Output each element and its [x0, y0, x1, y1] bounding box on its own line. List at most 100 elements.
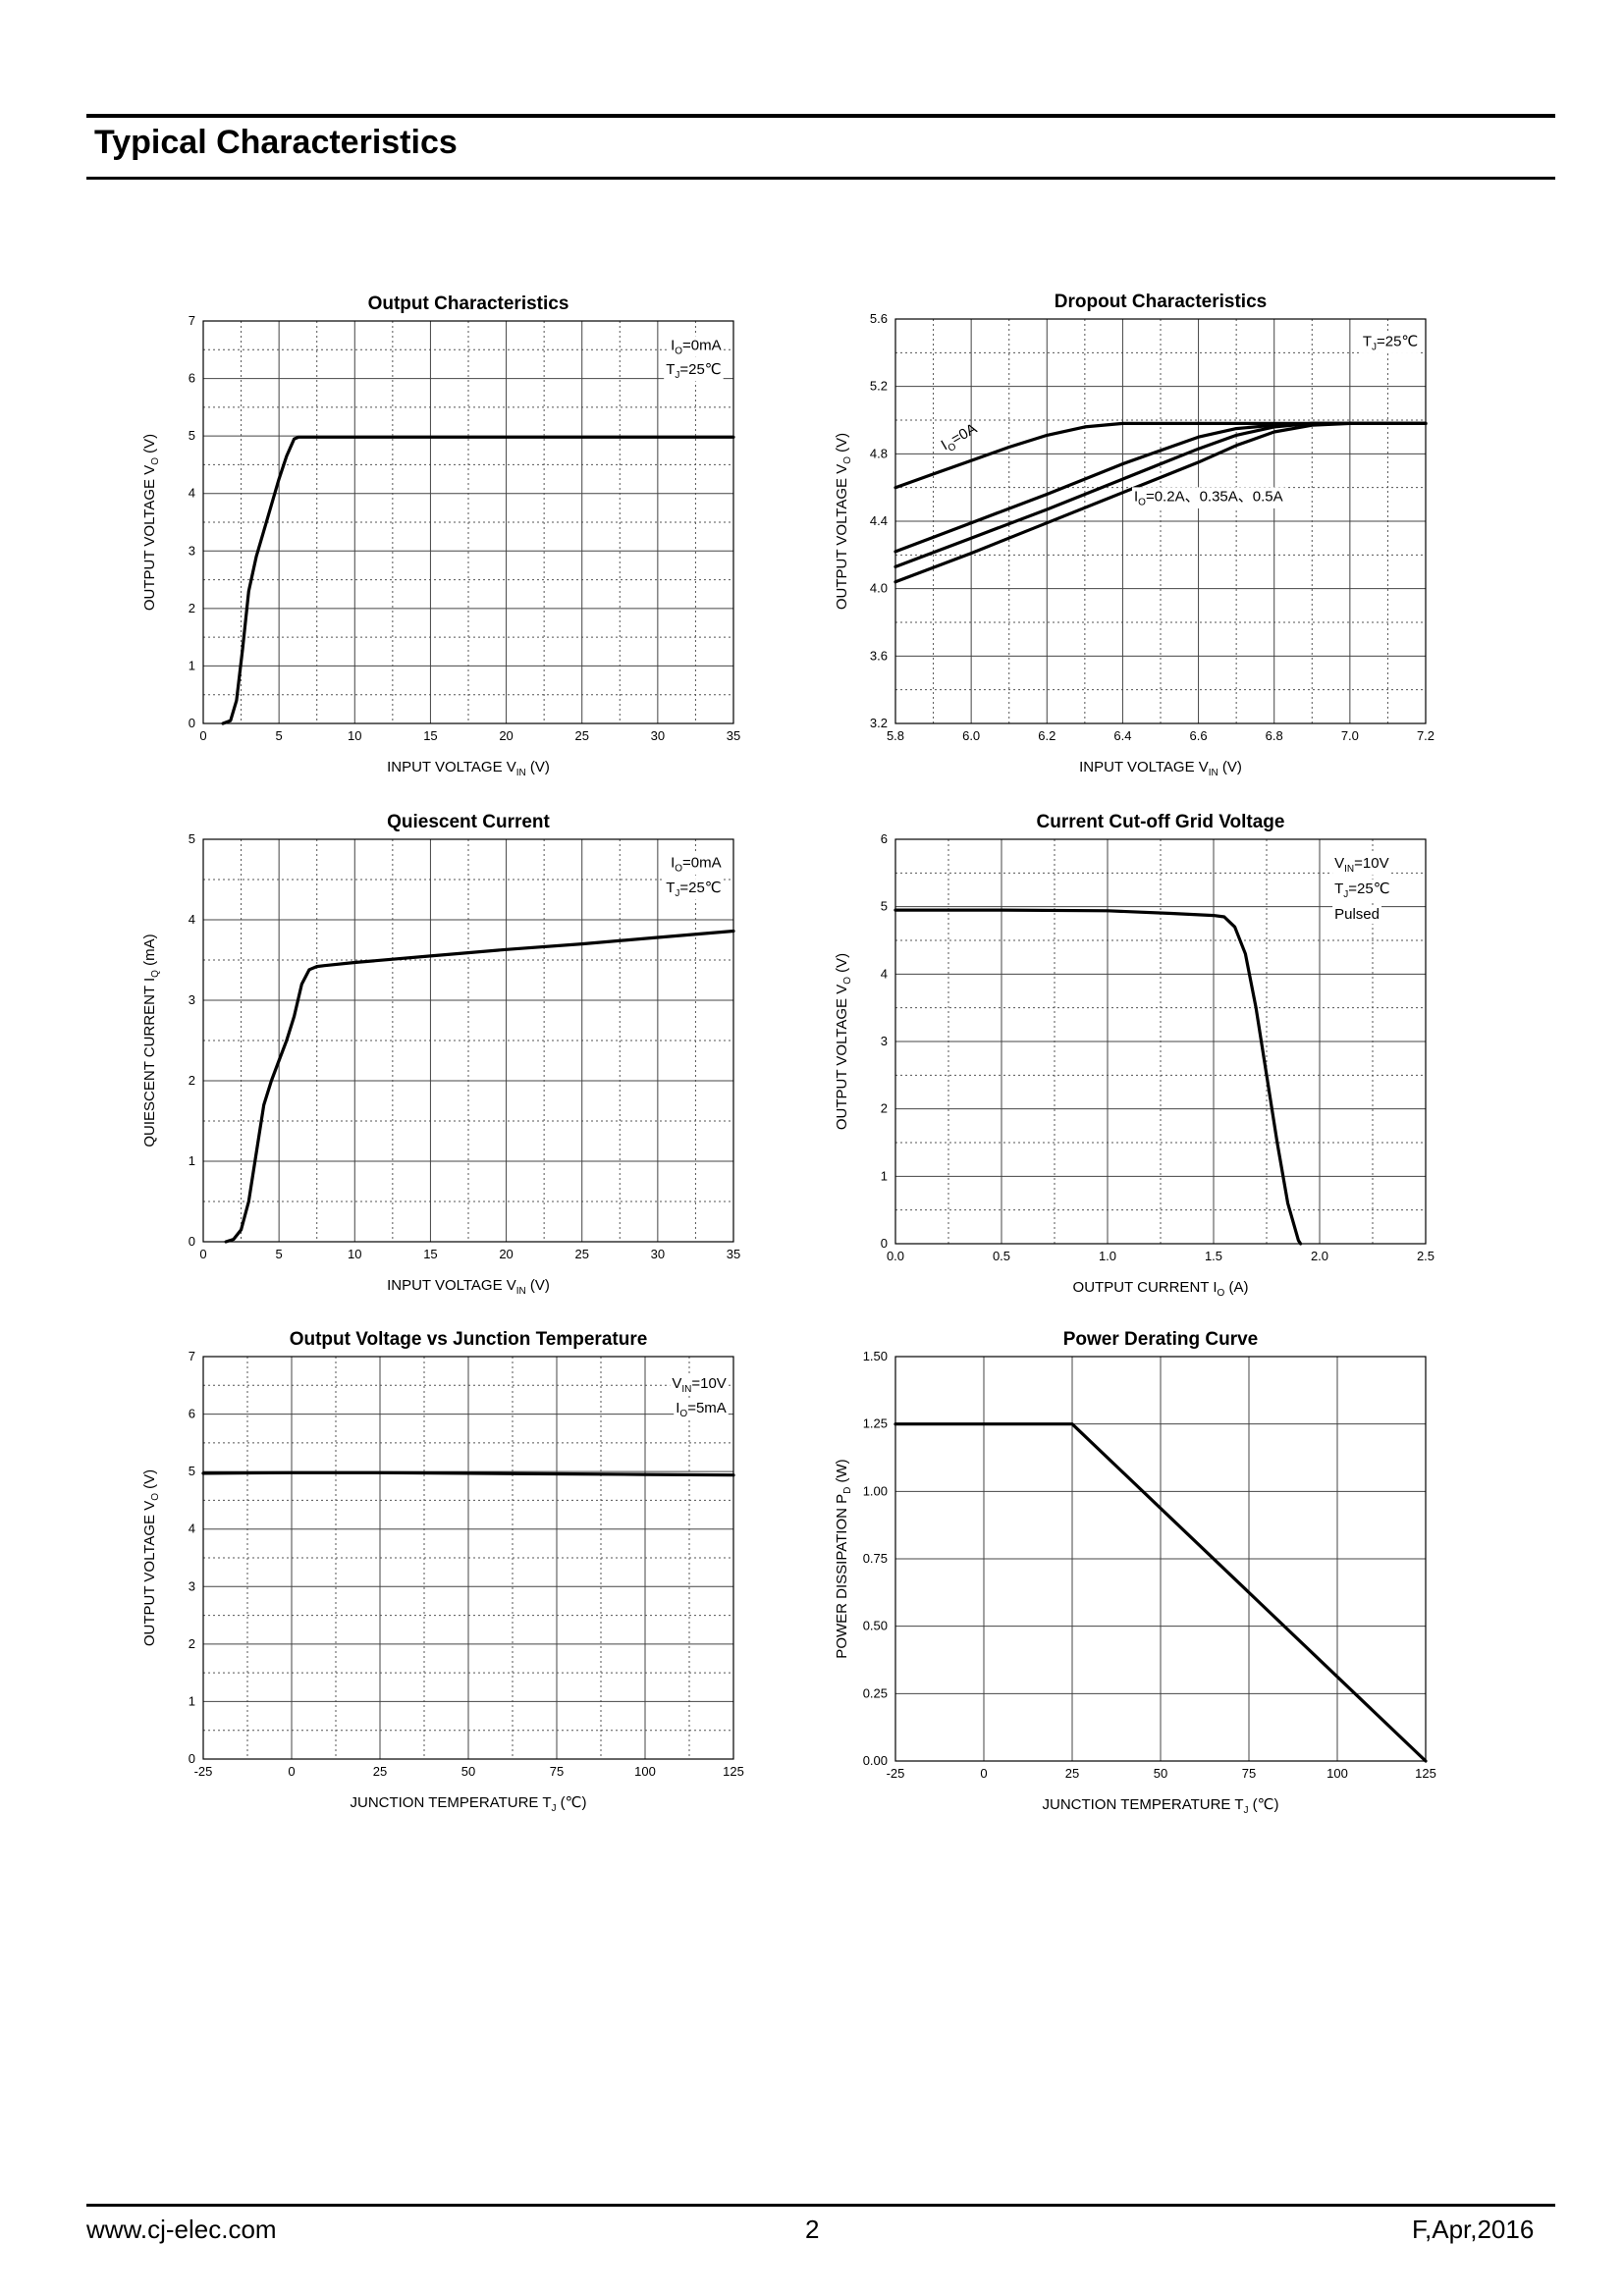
x-tick-label: 6.2: [1038, 728, 1056, 743]
y-axis-label-part: (V): [141, 1469, 158, 1493]
x-axis-label: OUTPUT CURRENT IO (A): [1073, 1279, 1249, 1299]
chart-annotation-part: J: [675, 888, 679, 899]
chart-annotation-part: I: [671, 337, 675, 353]
x-tick-label: 25: [1065, 1766, 1079, 1781]
chart-annotation-part: T: [666, 361, 675, 378]
x-axis-label-part: IN: [516, 1286, 526, 1297]
annotation-bg: [664, 359, 724, 382]
chart-annotation-part: J: [1343, 888, 1348, 899]
y-tick-label: 4.4: [870, 513, 888, 528]
y-axis-label: OUTPUT VOLTAGE VO (V): [834, 953, 853, 1130]
x-axis-label-part: INPUT VOLTAGE V: [1079, 759, 1209, 775]
x-tick-label: 7.2: [1417, 728, 1435, 743]
chart-annotation-part: =25℃: [1348, 881, 1389, 897]
x-tick-label: 0.5: [993, 1249, 1010, 1263]
x-tick-label: 30: [651, 728, 665, 743]
chart-title: Output Voltage vs Junction Temperature: [290, 1329, 648, 1350]
chart-annotation-part: O: [1138, 497, 1146, 507]
y-axis-label: OUTPUT VOLTAGE VO (V): [141, 1469, 161, 1646]
x-tick-label: 75: [550, 1764, 564, 1779]
series-line-0: [224, 929, 735, 1244]
chart-power-derating: -25 0 25 50 75 100 125 0.00 0.25 0.50 0.75 1.00 1.25…: [834, 1329, 1436, 1816]
annotation-bg: [1332, 853, 1391, 876]
y-axis-label: QUIESCENT CURRENT IQ (mA): [141, 934, 161, 1147]
x-tick-label: 10: [348, 728, 361, 743]
x-tick-label: 15: [423, 728, 437, 743]
x-axis-label-part: (℃): [1249, 1796, 1279, 1813]
chart-annotation-part: =25℃: [679, 361, 721, 378]
y-tick-label: 0: [189, 1234, 195, 1249]
x-tick-label: 35: [727, 1247, 740, 1261]
chart-annotation: IO=0mA: [671, 337, 722, 356]
chart-annotation-part: T: [1334, 881, 1343, 897]
x-tick-label: 50: [1154, 1766, 1167, 1781]
y-axis-label-part: OUTPUT VOLTAGE V: [141, 1501, 158, 1646]
y-tick-label: 4: [881, 966, 888, 981]
x-tick-label: 25: [574, 1247, 588, 1261]
x-tick-label: 0: [199, 1247, 206, 1261]
series-line-0: [893, 908, 1303, 1246]
x-tick-label: 1.0: [1099, 1249, 1116, 1263]
x-tick-label: -25: [887, 1766, 905, 1781]
series-line-3: [893, 421, 1428, 584]
chart-annotation-part: I: [671, 855, 675, 872]
y-axis-label-part: OUTPUT VOLTAGE V: [834, 464, 850, 610]
y-tick-label: 4.8: [870, 446, 888, 460]
chart-annotation-part: O: [675, 863, 682, 874]
chart-annotation: VIN=10V: [672, 1375, 726, 1395]
footer-website[interactable]: www.cj-elec.com: [86, 2215, 277, 2244]
y-tick-label: 2: [189, 1073, 195, 1088]
y-tick-label: 0.75: [863, 1551, 888, 1566]
y-axis-label-part: O: [842, 456, 853, 464]
plot-frame: [202, 1356, 734, 1760]
chart-dropout-characteristics: 5.8 6.0 6.2 6.4 6.6 6.8 7.0 7.2 3.2 3.6 4.0 4.4 4.8 5…: [834, 292, 1435, 778]
y-tick-label: 2: [881, 1101, 888, 1116]
chart-quiescent-current: 0 5 10 15 20 25 30 35 0 1 2 3 4 5 Quiescent Current INP…: [141, 812, 740, 1297]
y-tick-label: 4.0: [870, 581, 888, 596]
y-tick-label: 0.50: [863, 1619, 888, 1633]
y-tick-label: 0: [189, 1751, 195, 1766]
x-tick-label: 6.6: [1190, 728, 1208, 743]
x-tick-label: 100: [634, 1764, 656, 1779]
annotation-bg: [664, 879, 724, 900]
chart-annotation-part: =10V: [691, 1375, 726, 1392]
y-tick-label: 5.6: [870, 311, 888, 326]
x-tick-label: 100: [1326, 1766, 1348, 1781]
y-axis-label-part: OUTPUT VOLTAGE V: [834, 985, 850, 1130]
x-axis-label: JUNCTION TEMPERATURE TJ (℃): [1042, 1796, 1278, 1816]
series-line-0: [221, 435, 735, 725]
y-tick-label: 6: [189, 1407, 195, 1421]
x-axis-label-part: (A): [1224, 1279, 1248, 1296]
y-tick-label: 3: [881, 1034, 888, 1048]
chart-annotation-part: =10V: [1354, 855, 1388, 872]
y-tick-label: 0: [881, 1236, 888, 1251]
x-tick-label: 2.5: [1417, 1249, 1435, 1263]
x-tick-label: 25: [574, 728, 588, 743]
plot-frame: [894, 838, 1427, 1245]
x-tick-label: 5: [276, 1247, 283, 1261]
chart-annotation: IO=0.2A、0.35A、0.5A: [1134, 488, 1283, 507]
x-axis-label-part: JUNCTION TEMPERATURE T: [350, 1794, 551, 1811]
chart-annotation-part: =0mA: [682, 855, 722, 872]
y-axis-label-part: D: [842, 1487, 853, 1494]
x-tick-label: 6.4: [1113, 728, 1131, 743]
y-tick-label: 3: [189, 543, 195, 558]
annotation-bg: [669, 336, 724, 357]
x-axis-label-part: OUTPUT CURRENT I: [1073, 1279, 1218, 1296]
footer-revision: F,Apr,2016: [1412, 2215, 1535, 2244]
x-tick-label: 0: [288, 1764, 295, 1779]
x-axis-label-part: JUNCTION TEMPERATURE T: [1042, 1796, 1243, 1813]
x-tick-label: 25: [373, 1764, 387, 1779]
x-axis-label-part: (V): [1218, 759, 1242, 775]
chart-annotation-part: =0.2A、0.35A、0.5A: [1146, 488, 1283, 505]
x-axis-label-part: IN: [1209, 768, 1218, 778]
chart-annotation: IO=0A: [939, 420, 982, 455]
chart-title: Power Derating Curve: [1063, 1329, 1259, 1350]
y-tick-label: 5: [189, 1464, 195, 1478]
y-tick-label: 3: [189, 992, 195, 1007]
plot-frame: [894, 1356, 1427, 1762]
chart-annotation-part: =0mA: [682, 337, 722, 353]
chart-current-cutoff: 0.0 0.5 1.0 1.5 2.0 2.5 0 1 2 3 4 5 6 Current Cut-off…: [834, 812, 1435, 1299]
